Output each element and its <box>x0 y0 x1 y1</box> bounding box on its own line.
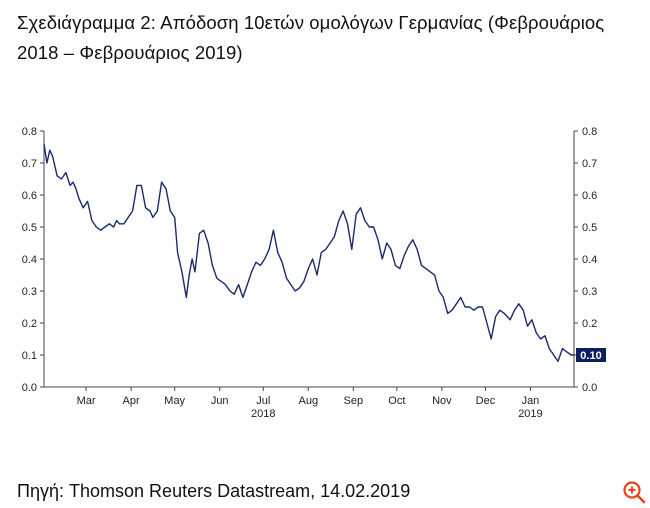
x-tick-label: Dec <box>476 395 496 407</box>
x-year-label: 2019 <box>518 408 542 420</box>
y-tick-label-left: 0.5 <box>22 222 37 234</box>
x-tick-label: Apr <box>123 395 140 407</box>
y-tick-label-right: 0.6 <box>582 190 597 202</box>
x-tick-label: May <box>164 395 185 407</box>
x-tick-label: Aug <box>298 395 318 407</box>
y-tick-label-left: 0.4 <box>22 254 37 266</box>
y-tick-label-right: 0.4 <box>582 254 597 266</box>
line-chart: 0.00.00.10.10.20.20.30.30.40.40.50.50.60… <box>22 126 606 420</box>
y-tick-label-left: 0.3 <box>22 286 37 298</box>
source-note: Πηγή: Thomson Reuters Datastream, 14.02.… <box>17 481 411 501</box>
y-tick-label-left: 0.8 <box>22 126 37 138</box>
y-tick-label-right: 0.8 <box>582 126 597 138</box>
x-tick-label: Jul <box>256 395 270 407</box>
y-tick-label-right: 0.0 <box>582 382 597 394</box>
y-tick-label-right: 0.7 <box>582 158 597 170</box>
x-tick-label: Sep <box>343 395 363 407</box>
last-value-badge <box>576 348 606 362</box>
chart-title: Σχεδιάγραμμα 2: Απόδοση 10ετών ομολόγων … <box>17 12 605 63</box>
x-tick-label: Jan <box>522 395 540 407</box>
y-tick-label-left: 0.0 <box>22 382 37 394</box>
x-year-label: 2018 <box>251 408 275 420</box>
y-tick-label-left: 0.2 <box>22 318 37 330</box>
y-tick-label-left: 0.6 <box>22 190 37 202</box>
x-tick-label: Nov <box>432 395 452 407</box>
y-tick-label-right: 0.2 <box>582 318 597 330</box>
x-tick-label: Oct <box>388 395 405 407</box>
y-tick-label-left: 0.7 <box>22 158 37 170</box>
x-tick-label: Jun <box>211 395 229 407</box>
yield-series-line <box>43 143 574 363</box>
y-tick-label-left: 0.1 <box>22 350 37 362</box>
x-tick-label: Mar <box>77 395 96 407</box>
y-tick-label-right: 0.5 <box>582 222 597 234</box>
y-tick-label-right: 0.3 <box>582 286 597 298</box>
zoom-in-icon[interactable] <box>621 479 647 505</box>
last-value-label: 0.10 <box>580 350 601 362</box>
